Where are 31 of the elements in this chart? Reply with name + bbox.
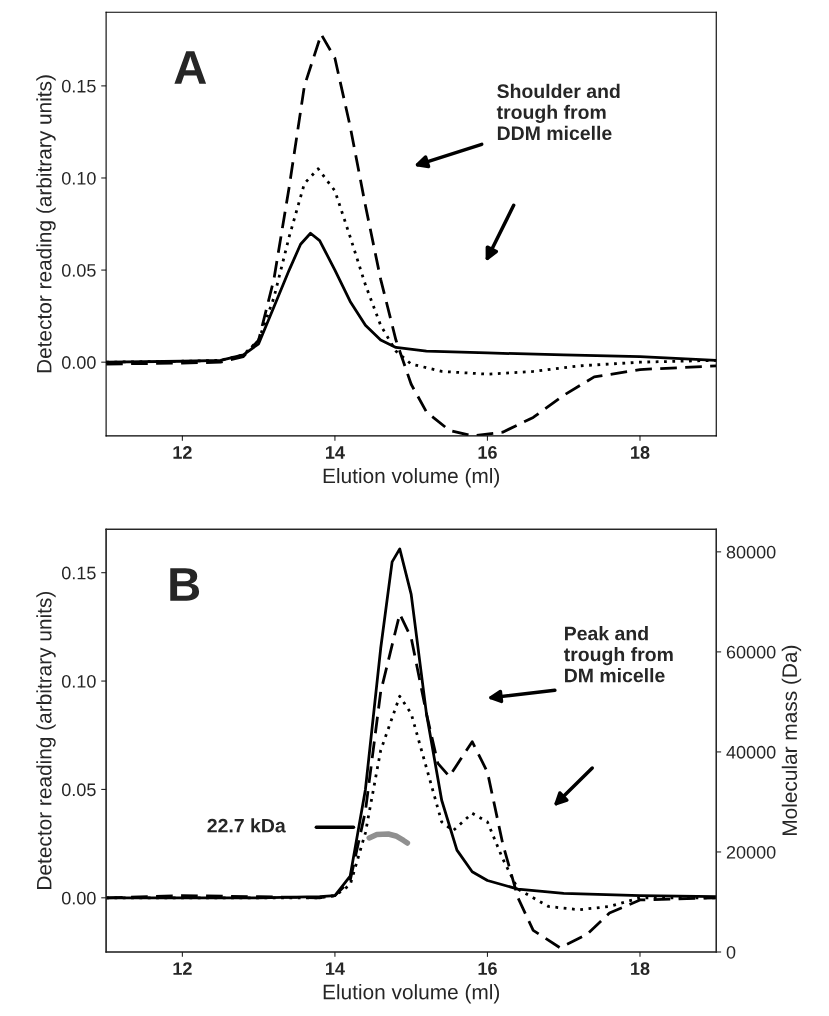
x-tick-label: 18 [631, 962, 650, 975]
x-tick-label: 14 [326, 962, 345, 975]
y-tick-label: 0.10 [61, 171, 96, 185]
x-axis-title: Elution volume (ml) [323, 467, 500, 488]
x-tick-label: 12 [173, 446, 192, 459]
y2-tick-label: 80000 [726, 545, 776, 559]
y-tick-label: 0.10 [61, 674, 96, 688]
annotation: Shoulder and trough from DDM micelle [496, 83, 620, 141]
x-tick-label: 14 [326, 446, 345, 459]
y-axis-title: Detector reading (arbitrary units) [36, 75, 56, 373]
annotation: Peak and trough from DM micelle [563, 626, 673, 683]
y-tick-label: 0.00 [61, 891, 96, 905]
x-tick-label: 12 [173, 962, 192, 975]
x-tick-label: 18 [631, 446, 650, 459]
x-tick-label: 16 [478, 446, 497, 459]
y2-tick-label: 20000 [726, 845, 776, 859]
y2-tick-label: 40000 [726, 745, 776, 759]
y-tick-label: 0.15 [61, 566, 96, 580]
y-tick-label: 0.05 [61, 783, 96, 797]
annotation: A [174, 51, 207, 84]
y2-axis-title: Molecular mass (Da) [781, 645, 802, 836]
y-tick-label: 0.05 [61, 264, 96, 277]
y2-tick-label: 0 [726, 945, 736, 959]
y-axis-title: Detector reading (arbitrary units) [36, 592, 56, 889]
y-tick-label: 0.00 [61, 356, 96, 369]
y-tick-label: 0.15 [61, 79, 96, 93]
y2-tick-label: 60000 [726, 645, 776, 659]
annotation: B [170, 568, 200, 601]
annotation: 22.7 kDa [207, 818, 286, 833]
x-tick-label: 16 [478, 962, 497, 975]
x-axis-title: Elution volume (ml) [323, 984, 500, 1004]
